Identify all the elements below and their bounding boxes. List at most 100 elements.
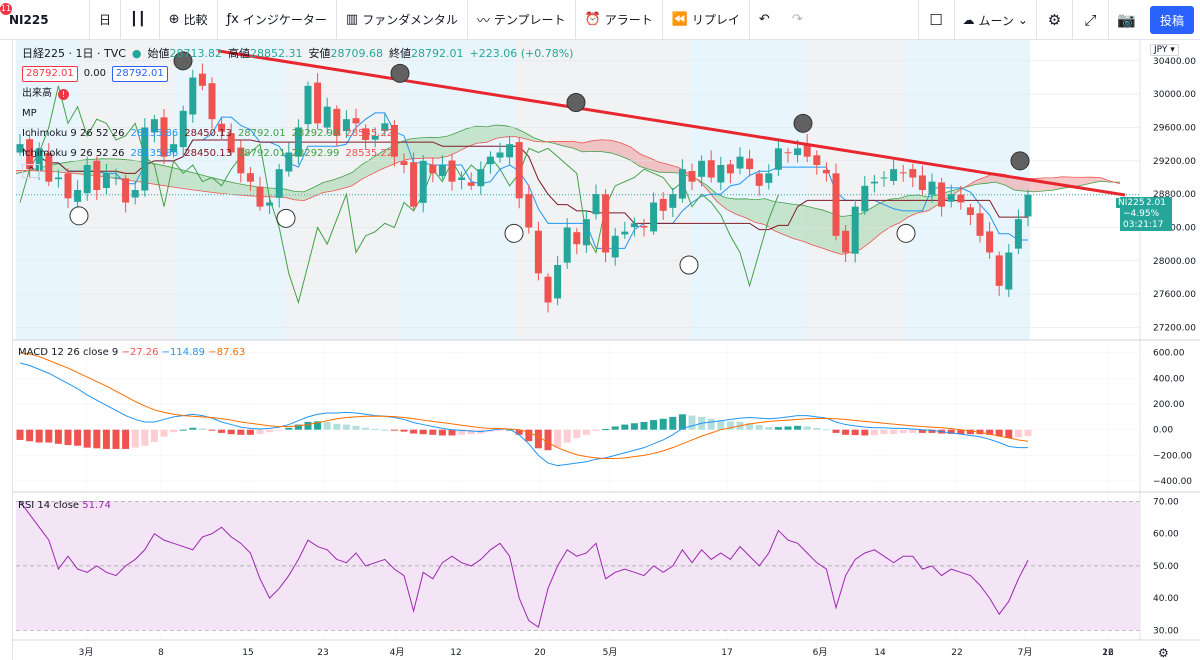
kumo-segment	[784, 202, 794, 239]
kumo-segment	[745, 198, 756, 223]
fundamentals-button[interactable]: ▥ ファンダメンタル	[337, 0, 468, 40]
macd-histogram-bar	[986, 429, 994, 435]
redo-button[interactable]: ↷	[783, 0, 816, 40]
symbol-price-tag: NI225	[1116, 198, 1147, 208]
undo-button[interactable]: ↶	[750, 0, 783, 40]
macd-histogram-bar	[803, 426, 811, 430]
macd-legend[interactable]: MACD 12 26 close 9 −27.26 −114.89 −87.63	[18, 347, 245, 358]
snapshot-button[interactable]: 📷	[1107, 0, 1144, 40]
macd-histogram-bar	[304, 421, 312, 430]
candle-body	[746, 158, 754, 170]
candle-body	[294, 127, 302, 157]
macd-histogram-bar	[592, 429, 600, 431]
kumo-segment	[860, 208, 871, 250]
price-tick: 28400.00	[1153, 224, 1196, 234]
candle-body	[966, 207, 974, 215]
mp-label[interactable]: MP	[22, 108, 37, 119]
candle-body	[851, 206, 859, 254]
candle-body	[669, 194, 677, 208]
swing-high-marker	[390, 63, 410, 83]
macd-histogram-bar	[842, 429, 850, 435]
candle-body	[179, 110, 187, 148]
macd-histogram-bar	[851, 429, 859, 436]
price-tick: 30400.00	[1153, 57, 1196, 67]
chevron-down-icon: ⌄	[1017, 13, 1028, 27]
buy-price-box[interactable]: 28792.01	[111, 66, 168, 82]
time-tick: 23	[317, 648, 328, 658]
macd-histogram-bar	[266, 429, 274, 433]
replay-button[interactable]: ⏪ リプレイ	[663, 0, 750, 40]
swing-low-marker	[896, 223, 916, 243]
collapse-legend-button[interactable]: ^	[22, 164, 40, 178]
session-band	[805, 40, 905, 340]
candle-body	[890, 169, 898, 181]
kumo-segment	[294, 191, 304, 201]
fullscreen-button[interactable]: ⤢	[1071, 0, 1108, 40]
alerts-label: アラート	[604, 13, 653, 27]
candle-body	[160, 117, 168, 157]
templates-button[interactable]: 〰テンプレート	[468, 0, 576, 40]
senkou-span-b	[15, 136, 1121, 255]
macd-histogram-bar	[496, 429, 504, 431]
macd-histogram-bar	[429, 429, 437, 435]
macd-histogram-bar	[362, 427, 370, 430]
publish-button[interactable]: 投稿	[1149, 6, 1194, 34]
volume-label[interactable]: 出来高	[22, 88, 52, 99]
compare-button[interactable]: ⊕ 比較	[160, 0, 218, 40]
macd-histogram-bar	[410, 429, 418, 434]
kumo-segment	[659, 162, 669, 173]
macd-histogram-bar	[179, 429, 187, 431]
kumo-segment	[976, 176, 986, 185]
compare-label: 比較	[183, 13, 208, 27]
macd-histogram-bar	[458, 429, 466, 435]
symbol-search[interactable]: NI225	[0, 0, 90, 40]
candle-body	[496, 152, 504, 158]
time-tick: 8	[158, 648, 164, 658]
alerts-button[interactable]: ⏰ アラート	[576, 0, 663, 40]
kumo-segment	[409, 137, 420, 159]
layout-button[interactable]: ☐	[917, 0, 954, 40]
macd-histogram-bar	[678, 414, 686, 430]
axis-settings-gear-icon[interactable]: ⚙	[1158, 646, 1169, 660]
ichimoku-label-1[interactable]: Ichimoku 9 26 52 26	[22, 128, 125, 139]
macd-histogram-bar	[467, 429, 475, 435]
macd-histogram-bar	[717, 420, 725, 430]
sell-price-box[interactable]: 28792.01	[22, 66, 78, 82]
candle-body	[102, 173, 110, 189]
settings-button[interactable]: ⚙	[1035, 0, 1072, 40]
ohlc-high: 28852.31	[250, 47, 303, 60]
macd-histogram-bar	[822, 429, 830, 431]
notification-badge[interactable]: 11	[0, 3, 12, 15]
mp-row: MP	[22, 104, 573, 124]
indicators-button[interactable]: ƒx インジケーター	[218, 0, 337, 40]
macd-histogram-bar	[275, 429, 283, 431]
ichimoku-lead-b-2: 28535.22	[345, 148, 394, 159]
ichimoku-label-2[interactable]: Ichimoku 9 26 52 26	[22, 148, 125, 159]
price-tick: 29600.00	[1153, 124, 1196, 134]
rsi-legend[interactable]: RSI 14 close 51.74	[18, 500, 111, 511]
candle-body	[688, 171, 696, 182]
ohlc-low: 28709.68	[330, 47, 384, 60]
warning-icon: !	[58, 88, 69, 100]
candle-body	[304, 85, 312, 125]
currency-selector[interactable]: JPY ▾	[1150, 44, 1179, 56]
macd-histogram-bar	[947, 429, 955, 434]
candle-body	[448, 160, 456, 182]
candle-body	[141, 127, 149, 191]
candle-body	[256, 186, 264, 207]
kumo-segment	[323, 180, 333, 193]
macd-histogram-bar	[1014, 429, 1022, 438]
kumo-segment	[668, 164, 679, 173]
theme-button[interactable]: ☁ ムーン ⌄	[953, 0, 1036, 40]
interval-button[interactable]: 日	[90, 0, 122, 40]
volume-row: 出来高 !	[22, 84, 573, 104]
candle-body	[822, 169, 830, 174]
legend-title[interactable]: 日経225 · 1日 · TVC	[22, 47, 126, 60]
macd-histogram-bar	[54, 429, 62, 444]
candle-body	[947, 194, 955, 202]
macd-histogram-bar	[208, 429, 216, 431]
gear-icon: ⚙	[1047, 11, 1062, 29]
kumo-segment	[918, 195, 928, 213]
chart-type-button[interactable]: ┃┃	[121, 0, 160, 40]
